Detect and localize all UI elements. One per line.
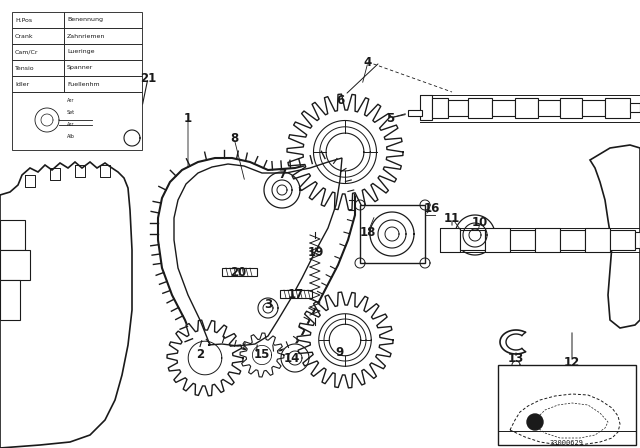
Text: Alb: Alb (67, 134, 75, 138)
Bar (582, 100, 605, 116)
Text: 20: 20 (230, 266, 246, 279)
Bar (440, 228, 460, 252)
Text: Arr: Arr (67, 121, 74, 126)
Bar (448, 100, 468, 116)
Bar (64, 76, 142, 92)
Polygon shape (167, 320, 243, 396)
Bar (492, 100, 515, 116)
Text: 7: 7 (278, 168, 286, 181)
Polygon shape (281, 344, 309, 372)
Text: 13: 13 (508, 352, 524, 365)
Bar (498, 365, 636, 445)
Polygon shape (264, 172, 300, 208)
Bar (12, 28, 64, 44)
Bar (485, 228, 510, 252)
Text: H.Pos: H.Pos (15, 17, 32, 22)
Text: Crank: Crank (15, 34, 34, 39)
Polygon shape (158, 155, 355, 352)
Bar (12, 44, 64, 60)
Polygon shape (174, 158, 342, 346)
Bar (538, 100, 560, 116)
Text: Zahnriemen: Zahnriemen (67, 34, 106, 39)
Text: 10: 10 (472, 215, 488, 228)
Bar (585, 228, 610, 252)
Text: 33000629: 33000629 (550, 440, 584, 446)
Text: Arr: Arr (67, 98, 74, 103)
Bar (432, 98, 448, 118)
Text: 17: 17 (288, 289, 304, 302)
Bar (605, 98, 630, 118)
Bar (635, 232, 640, 248)
Text: Idler: Idler (15, 82, 29, 86)
Polygon shape (512, 361, 520, 369)
Text: Spanner: Spanner (67, 65, 93, 70)
Bar (64, 44, 142, 60)
Text: 15: 15 (254, 349, 270, 362)
Text: Benennung: Benennung (67, 17, 103, 22)
Polygon shape (0, 162, 132, 448)
Bar (468, 98, 492, 118)
Bar (0, 280, 20, 320)
Bar (0, 220, 25, 250)
Bar (510, 230, 535, 250)
Text: 11: 11 (444, 211, 460, 224)
Text: 21: 21 (140, 72, 156, 85)
Text: 1: 1 (184, 112, 192, 125)
Bar (64, 12, 142, 28)
Bar (420, 95, 432, 120)
Bar (12, 60, 64, 76)
Text: Tensio: Tensio (15, 65, 35, 70)
Text: 5: 5 (386, 112, 394, 125)
Text: 9: 9 (336, 345, 344, 358)
Polygon shape (240, 333, 284, 377)
Text: Cam/Cr: Cam/Cr (15, 49, 38, 55)
Text: 12: 12 (564, 356, 580, 369)
Bar (560, 230, 585, 250)
Bar (535, 228, 560, 252)
Text: 14: 14 (284, 352, 300, 365)
Bar (460, 230, 485, 250)
Bar (560, 98, 582, 118)
Text: 6: 6 (336, 94, 344, 107)
Bar (0, 250, 30, 280)
Bar (12, 92, 142, 150)
Polygon shape (287, 94, 403, 210)
Text: Set: Set (67, 109, 75, 115)
Bar (12, 76, 64, 92)
Bar (280, 290, 312, 298)
Text: 16: 16 (424, 202, 440, 215)
Bar (12, 12, 64, 28)
Bar (630, 103, 640, 112)
Text: 4: 4 (364, 56, 372, 69)
Text: 18: 18 (360, 225, 376, 238)
Bar (408, 110, 422, 116)
Text: 8: 8 (230, 132, 238, 145)
Text: 2: 2 (196, 349, 204, 362)
Polygon shape (314, 121, 376, 184)
Text: 3: 3 (264, 298, 272, 311)
Polygon shape (370, 212, 414, 256)
Text: Lueringe: Lueringe (67, 49, 95, 55)
Polygon shape (297, 292, 393, 388)
Polygon shape (455, 215, 495, 255)
Bar (610, 230, 635, 250)
Bar (64, 28, 142, 44)
Text: Fuellenhm: Fuellenhm (67, 82, 100, 86)
Bar (515, 98, 538, 118)
Polygon shape (258, 298, 278, 318)
Bar (360, 205, 425, 263)
Polygon shape (590, 145, 640, 328)
Bar (222, 268, 257, 276)
Text: 19: 19 (308, 246, 324, 258)
Bar (64, 60, 142, 76)
Polygon shape (319, 314, 371, 366)
Circle shape (527, 414, 543, 430)
